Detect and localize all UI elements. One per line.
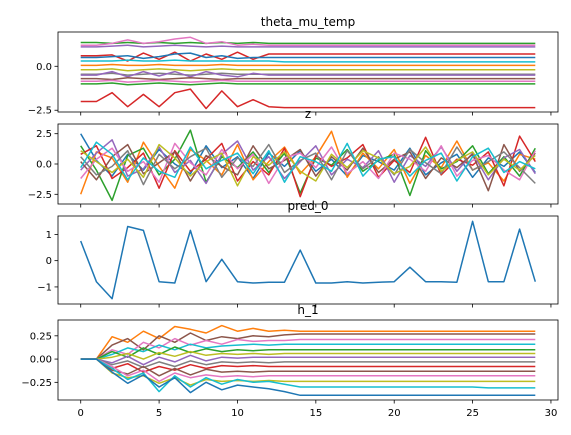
series-line-7 [80, 63, 536, 67]
x-tick-label: 15 [309, 408, 322, 419]
axes-frame [57, 319, 559, 401]
subplot-4: 0.25 0.00 −0.25 0 5 10 15 20 25 30 h_1 [21, 303, 559, 419]
series-line-2 [80, 332, 536, 360]
subplot-title: theta_mu_temp [261, 15, 355, 29]
subplot-1: 0.0 −2.5 theta_mu_temp [28, 15, 559, 117]
series-line-14 [80, 88, 536, 110]
y-tick-label: 0.0 [36, 62, 52, 73]
y-tick-label: 1 [46, 230, 52, 241]
y-tick-label: 0.00 [30, 355, 52, 366]
subplot-title: h_1 [297, 303, 318, 317]
series-line-9 [80, 358, 536, 373]
series-line-10 [80, 358, 536, 377]
series-line-12 [80, 358, 536, 386]
y-tick-label: 0.0 [36, 160, 52, 171]
series-line-5 [80, 52, 536, 60]
series-group [80, 220, 537, 300]
series-line-9 [80, 143, 536, 187]
y-tick-label: 0.25 [30, 331, 52, 342]
series-line-3 [80, 44, 536, 48]
subplot-2: 2.5 0.0 −2.5 z [28, 107, 559, 208]
series-line-8 [80, 68, 536, 72]
series-line-6 [80, 143, 536, 192]
y-tick-label: −2.5 [28, 190, 52, 201]
series-line-2 [79, 130, 536, 195]
series-line-13 [80, 82, 536, 86]
x-tick-label: 30 [545, 408, 558, 419]
series-group [79, 129, 536, 202]
series-group [80, 36, 536, 110]
series-line-13 [80, 358, 536, 393]
subplot-title: pred_0 [288, 199, 329, 213]
y-tick-label: −1 [37, 282, 52, 293]
x-tick-label: 25 [466, 408, 479, 419]
series-line-6 [80, 59, 536, 63]
series-line-14 [80, 358, 536, 397]
subplot-title: z [305, 107, 311, 121]
x-tick-label: 5 [156, 408, 162, 419]
series-line-10 [80, 70, 536, 78]
axes-frame [57, 215, 559, 305]
series-line-1 [80, 220, 537, 300]
y-tick-label: −0.25 [21, 378, 52, 389]
series-line-9 [80, 72, 536, 76]
y-tick-label: 0 [46, 256, 52, 267]
series-line-11 [80, 76, 536, 81]
series-group [80, 324, 536, 397]
series-line-7 [80, 354, 536, 366]
series-line-6 [80, 350, 536, 360]
x-tick-label: 0 [78, 408, 84, 419]
x-tick-label: 10 [231, 408, 244, 419]
y-tick-label: −2.5 [28, 106, 52, 117]
subplot-3: 1 0 −1 pred_0 [37, 199, 559, 308]
axes-frame [57, 31, 559, 113]
series-line-8 [80, 358, 536, 369]
y-tick-label: 2.5 [36, 129, 52, 140]
series-line-11 [80, 358, 536, 383]
series-line-10 [80, 141, 536, 183]
series-line-7 [80, 142, 536, 185]
series-line-8 [80, 143, 536, 186]
series-line-2 [80, 36, 536, 46]
series-line-4 [80, 343, 536, 360]
series-line-12 [80, 79, 536, 83]
series-line-4 [80, 51, 536, 62]
x-tick-label: 20 [388, 408, 401, 419]
